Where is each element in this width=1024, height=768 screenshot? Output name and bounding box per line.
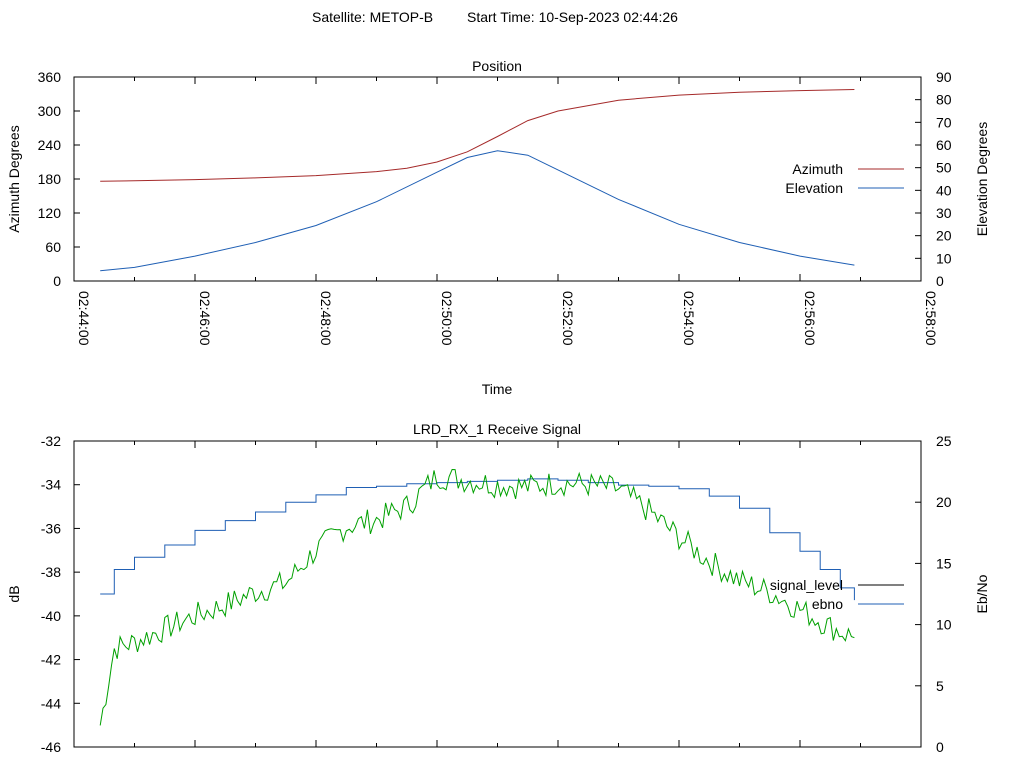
chart1-y2-tick-label: 90 [936,69,952,85]
signal-level-series-line [99,468,855,726]
chart1-y-tick-label: 360 [38,69,62,85]
legend-ebno-label: ebno [812,596,843,612]
chart2-y2-tick-label: 25 [936,433,952,449]
chart1-y2-tick-label: 80 [936,92,952,108]
chart1-y2-tick-label: 40 [936,182,952,198]
legend-elevation-label: Elevation [785,180,843,196]
chart1-y2label: Elevation Degrees [974,122,990,236]
legend-azimuth-label: Azimuth [792,161,843,177]
chart1-y-tick-label: 300 [38,103,62,119]
chart1-x-tick-label: 02:56:00 [802,291,818,346]
chart1-ylabel: Azimuth Degrees [6,125,22,232]
chart2-y2-tick-label: 0 [936,739,944,755]
header-satellite: Satellite: METOP-B [312,9,433,25]
azimuth-series-line [100,89,855,182]
chart1-x-tick-label: 02:48:00 [318,291,334,346]
chart2-y2-tick-label: 10 [936,617,952,633]
chart1-y2-tick-label: 20 [936,228,952,244]
chart1-y2-tick-label: 10 [936,250,952,266]
chart1-y-tick-label: 0 [53,273,61,289]
chart2-title: LRD_RX_1 Receive Signal [413,421,581,437]
chart2-y-tick-label: -32 [41,433,61,449]
chart1-x-tick-label: 02:54:00 [681,291,697,346]
chart1-y2-tick-label: 70 [936,114,952,130]
chart2-ylabel: dB [6,585,22,602]
chart2-y-tick-label: -40 [41,608,61,624]
chart2-plot-border [73,440,922,748]
chart1-xlabel: Time [482,381,513,397]
chart2-y-tick-label: -46 [41,739,61,755]
chart1-y-tick-label: 120 [38,205,62,221]
chart1-y2-tick-label: 60 [936,137,952,153]
chart2-y-tick-label: -36 [41,520,61,536]
chart2-y2-tick-label: 20 [936,494,952,510]
chart1-x-tick-label: 02:50:00 [439,291,455,346]
chart2-y2-tick-label: 15 [936,555,952,571]
chart1-y2-tick-label: 30 [936,205,952,221]
chart1-x-tick-label: 02:52:00 [560,291,576,346]
chart1-y-tick-label: 60 [45,239,61,255]
chart1-y2-tick-label: 50 [936,160,952,176]
ebno-series-line [100,478,855,601]
chart1-y2-tick-label: 0 [936,273,944,289]
chart2-y2-tick-label: 5 [936,678,944,694]
chart2-y-tick-label: -44 [41,695,61,711]
header-start-time: Start Time: 10-Sep-2023 02:44:26 [467,9,678,25]
chart1-y-tick-label: 240 [38,137,62,153]
chart1-y-tick-label: 180 [38,171,62,187]
chart2-y-tick-label: -38 [41,564,61,580]
legend-signal-level-label: signal_level [770,577,843,593]
chart1-x-tick-label: 02:44:00 [76,291,92,346]
chart1-x-tick-label: 02:46:00 [197,291,213,346]
chart2-y-tick-label: -34 [41,477,61,493]
chart2-y-tick-label: -42 [41,652,61,668]
chart2-y2label: Eb/No [974,574,990,613]
chart1-x-tick-label: 02:58:00 [923,291,939,346]
chart1-title: Position [472,58,522,74]
elevation-series-line [100,150,855,272]
